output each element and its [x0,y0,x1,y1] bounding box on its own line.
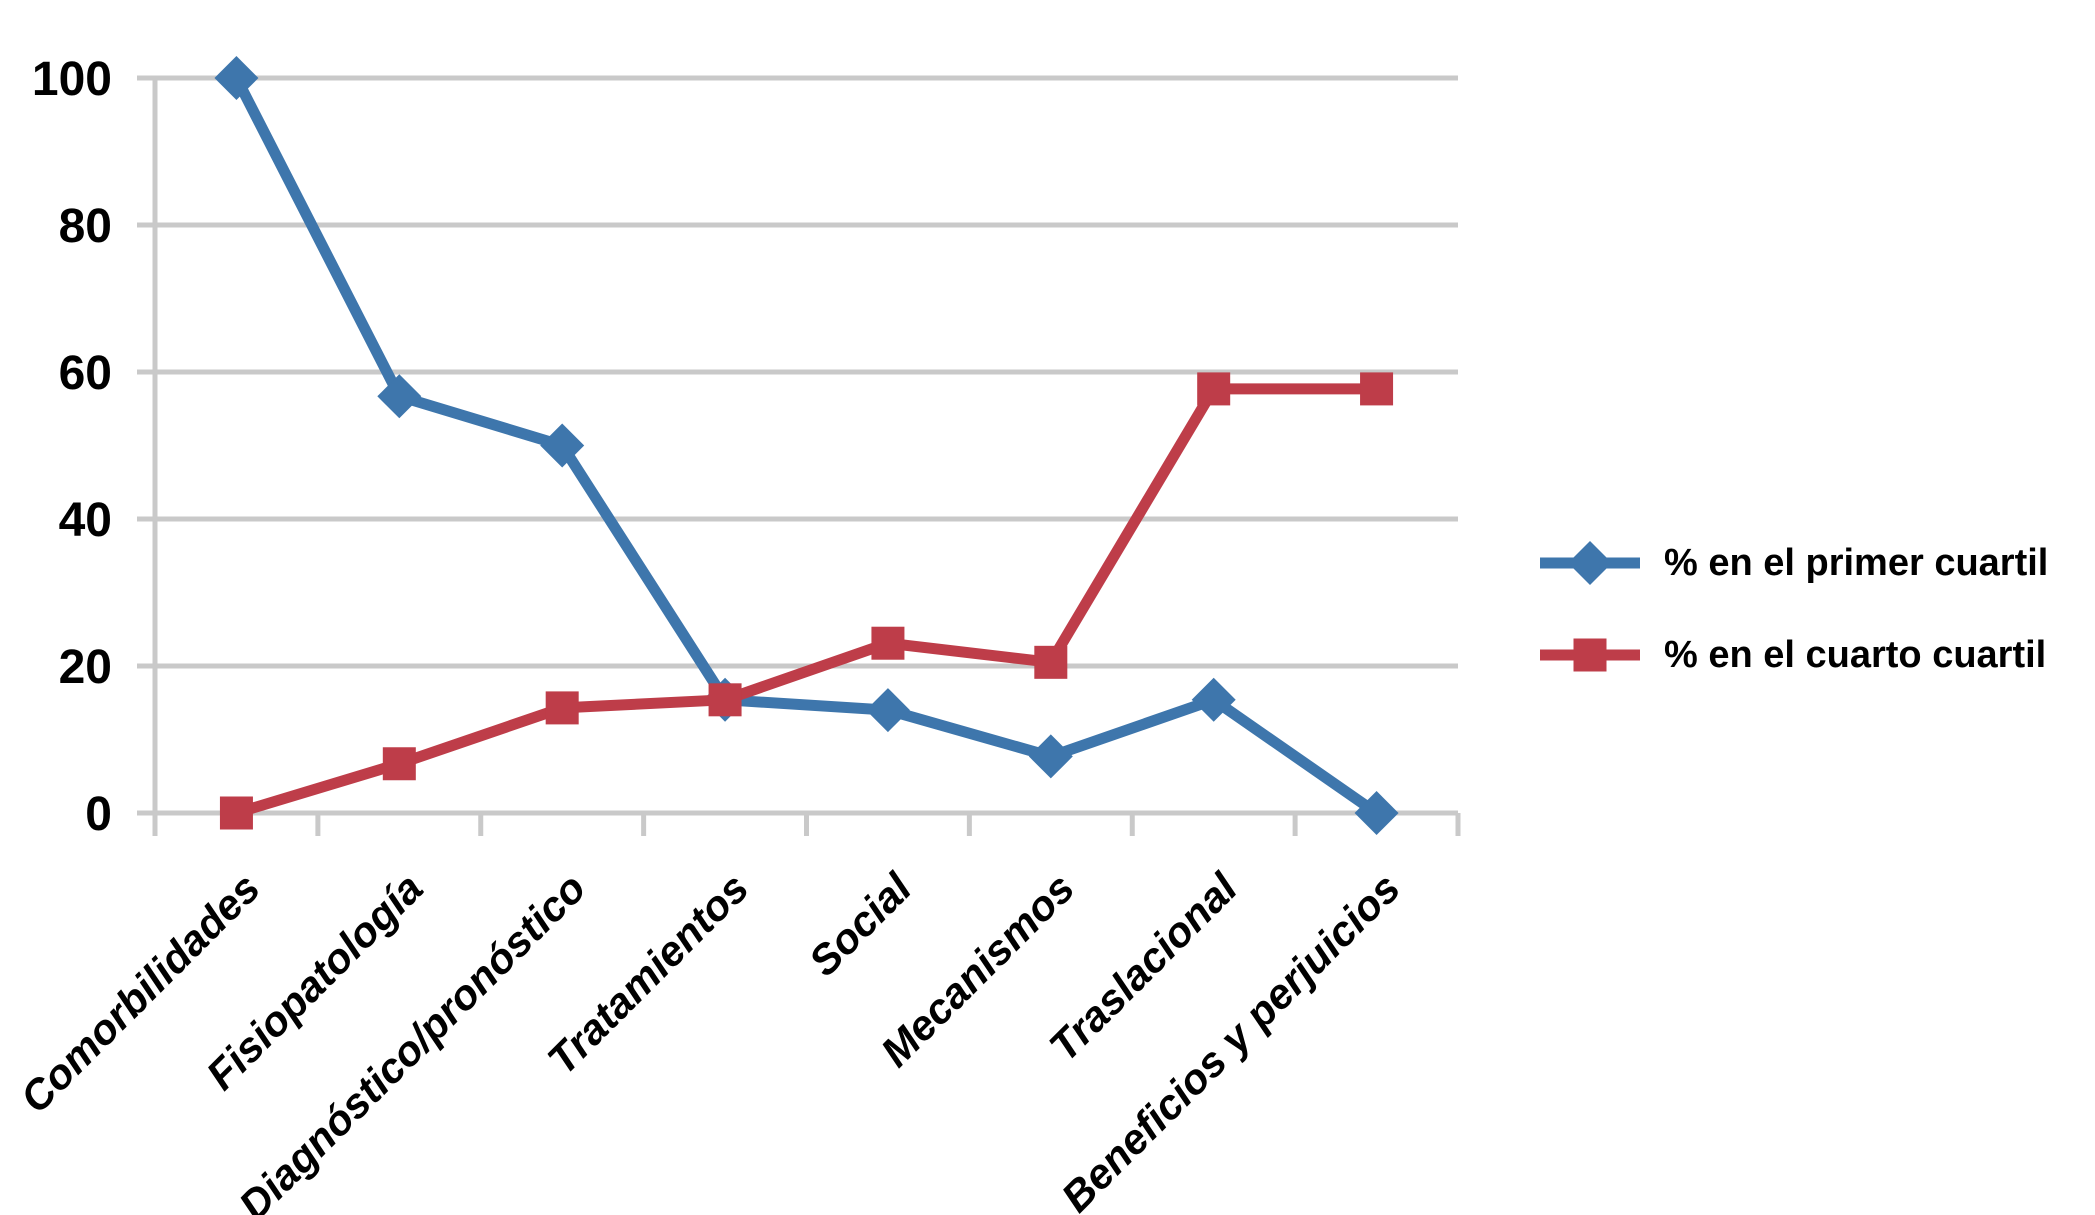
y-tick-label: 20 [59,641,112,694]
legend-item-cuarto-cuartil: % en el cuarto cuartil [1538,627,2048,683]
legend-marker-cuarto-cuartil [1573,638,1607,672]
legend-label-primer-cuartil: % en el primer cuartil [1664,541,2049,584]
point-cuarto-cuartil-0 [219,796,253,830]
legend-item-primer-cuartil: % en el primer cuartil [1538,535,2048,591]
y-tick-label: 60 [59,347,112,400]
point-cuarto-cuartil-1 [382,747,416,781]
chart-legend: % en el primer cuartil % en el cuarto cu… [1538,535,2048,683]
x-category-label: Social [800,863,922,985]
point-cuarto-cuartil-3 [708,683,742,717]
point-primer-cuartil-1 [377,374,422,419]
point-cuarto-cuartil-7 [1360,372,1394,406]
x-category-label: Beneficios y perjuicios [1052,864,1409,1215]
point-cuarto-cuartil-5 [1034,645,1068,679]
legend-label-cuarto-cuartil: % en el cuarto cuartil [1664,633,2047,676]
point-primer-cuartil-6 [1191,677,1236,722]
point-primer-cuartil-4 [865,688,910,733]
point-cuarto-cuartil-4 [871,626,905,660]
y-tick-label: 0 [85,788,112,841]
series-line-cuarto-cuartil [234,383,1377,819]
y-tick-label: 40 [59,494,112,547]
point-cuarto-cuartil-2 [545,691,579,725]
point-primer-cuartil-0 [214,56,259,100]
series-line-primer-cuartil [231,75,1380,818]
y-tick-label: 100 [32,53,112,106]
legend-line-diamond-icon [1540,541,1640,585]
legend-marker-primer-cuartil [1568,541,1612,585]
point-cuarto-cuartil-6 [1197,372,1231,406]
y-tick-label: 80 [59,200,112,253]
point-primer-cuartil-5 [1028,734,1073,779]
legend-line-square-icon [1540,638,1640,672]
point-primer-cuartil-7 [1354,791,1399,835]
point-primer-cuartil-2 [540,423,585,468]
